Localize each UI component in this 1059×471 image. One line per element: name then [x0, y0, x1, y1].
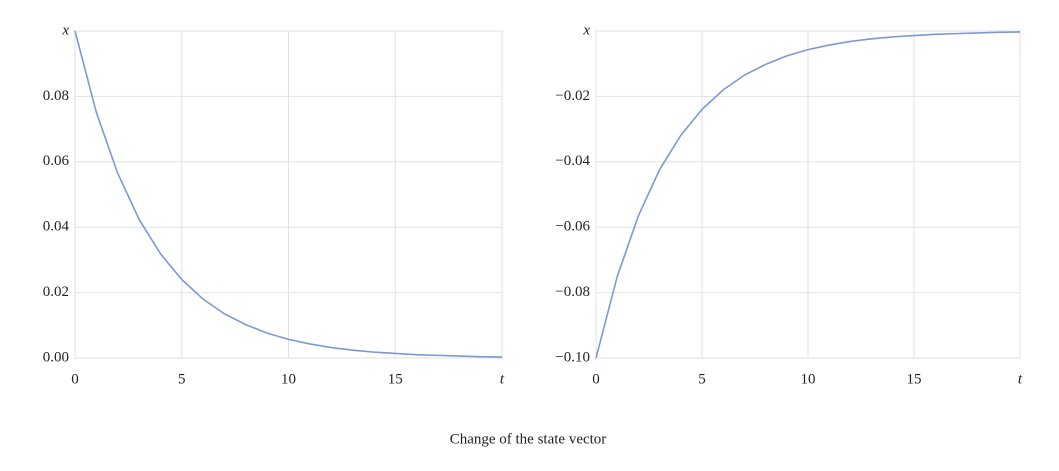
y-tick-label: −0.04	[555, 153, 590, 169]
x-tick-label: 15	[388, 371, 403, 387]
x-tick-label: 5	[698, 371, 706, 387]
y-tick-label: x	[582, 22, 590, 38]
y-tick-label: 0.02	[43, 284, 69, 300]
y-tick-label: x	[61, 22, 69, 38]
data-line	[74, 30, 503, 358]
y-tick-label: −0.08	[555, 284, 590, 300]
y-tick-label: 0.04	[43, 219, 70, 235]
data-line	[595, 31, 1021, 359]
y-tick-label: −0.02	[555, 88, 590, 104]
x-tick-label: 5	[178, 371, 186, 387]
y-tick-label: 0.08	[43, 88, 69, 104]
x-tick-label: 10	[281, 371, 296, 387]
y-tick-label: −0.06	[555, 219, 590, 235]
x-tick-label: 10	[801, 371, 816, 387]
x-tick-label: t	[1018, 371, 1023, 387]
y-tick-label: −0.10	[555, 349, 590, 365]
caption: Change of the state vector	[450, 431, 607, 447]
x-tick-label: t	[500, 371, 505, 387]
y-tick-label: 0.06	[43, 153, 70, 169]
x-tick-label: 15	[907, 371, 922, 387]
x-tick-label: 0	[592, 371, 600, 387]
y-tick-label: 0.00	[43, 349, 69, 365]
x-tick-label: 0	[71, 371, 79, 387]
